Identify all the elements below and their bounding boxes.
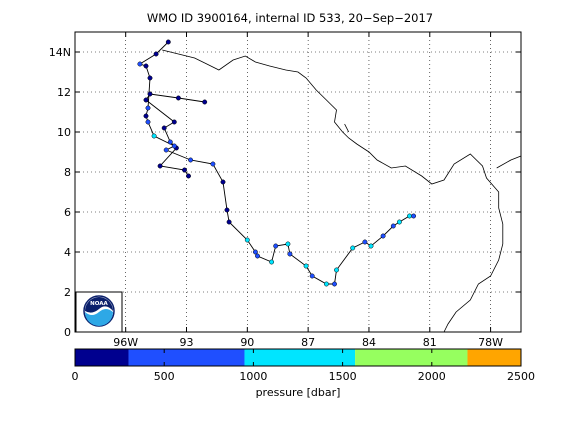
profile-point (332, 281, 337, 287)
profile-point (175, 95, 181, 101)
profile-point (255, 253, 260, 259)
colorbar-bin (244, 349, 356, 366)
profile-point (269, 259, 275, 265)
x-axis: 96W 93 90 87 84 81 78W (113, 32, 503, 349)
profile-point (145, 105, 151, 111)
profile-point (350, 245, 356, 251)
colorbar-tick-label: 500 (154, 370, 175, 383)
profile-point (186, 173, 191, 179)
profile-point (182, 167, 187, 173)
profile-point (309, 273, 315, 279)
profile-point (143, 63, 149, 69)
x-tick-label: 87 (301, 336, 315, 349)
profile-point (210, 161, 216, 167)
profile-point (362, 239, 368, 245)
coastline (162, 49, 522, 333)
profile-point (147, 91, 153, 97)
colorbar-tick-label: 1000 (239, 370, 267, 383)
profile-point (167, 139, 173, 145)
profile-point (226, 219, 232, 225)
y-tick-label: 4 (64, 246, 71, 259)
colorbar-bin (467, 349, 521, 366)
map-frame (75, 32, 521, 332)
colorbar-tick-label: 1500 (329, 370, 357, 383)
noaa-logo-text: NOAA (90, 301, 108, 307)
colorbar-frame (74, 348, 522, 367)
x-tick-label: 84 (362, 336, 376, 349)
profile-point (323, 281, 329, 287)
colorbar-tick-label: 2500 (507, 370, 535, 383)
profile-point (137, 61, 143, 67)
colorbar: 0 500 1000 1500 2000 2500 pressure [dbar] (72, 348, 535, 399)
profile-point (390, 223, 396, 229)
profile-point (143, 97, 149, 103)
profile-point (188, 157, 194, 163)
profile-point (171, 119, 177, 125)
profile-point (411, 213, 417, 219)
profile-point (147, 75, 153, 81)
profile-point (171, 143, 177, 149)
y-tick-label: 2 (64, 286, 71, 299)
profile-point (143, 113, 149, 119)
y-tick-label: 6 (64, 206, 71, 219)
profile-point (157, 163, 163, 169)
profile-point (145, 119, 151, 125)
colorbar-bin (75, 349, 129, 366)
y-tick-label: 12 (57, 86, 71, 99)
float-profiles (137, 39, 417, 287)
colorbar-label: pressure [dbar] (256, 386, 341, 399)
profile-point (303, 263, 309, 269)
profile-point (244, 237, 250, 243)
profile-point (273, 243, 279, 249)
colorbar-tick-label: 2000 (418, 370, 446, 383)
profile-point (368, 243, 374, 249)
y-axis: 0 2 4 6 8 10 12 14N (49, 46, 521, 339)
colorbar-bin (128, 349, 245, 366)
x-tick-label: 78W (478, 336, 503, 349)
y-tick-label: 0 (64, 326, 71, 339)
profile-point (165, 39, 171, 45)
profile-point (407, 213, 412, 219)
profile-point (161, 125, 167, 131)
profile-point (334, 267, 339, 273)
map-axes: 96W 93 90 87 84 81 78W 0 2 4 6 8 10 12 14N (49, 31, 522, 349)
profile-point (202, 99, 208, 105)
coastline-segment (344, 123, 350, 133)
x-tick-label: 90 (240, 336, 254, 349)
x-tick-label: 93 (180, 336, 194, 349)
y-tick-label: 10 (57, 126, 71, 139)
colorbar-bin (355, 349, 468, 366)
profile-point (380, 233, 386, 239)
coastline-segment (496, 155, 522, 169)
profile-point (224, 207, 230, 213)
map-border (74, 31, 522, 333)
chart-title: WMO ID 3900164, internal ID 533, 20−Sep−… (147, 11, 433, 25)
colorbar-tick-label: 0 (72, 370, 79, 383)
profile-point (287, 251, 293, 257)
profile-point (151, 133, 157, 139)
profile-point (220, 179, 226, 185)
noaa-logo: NOAA (75, 291, 123, 333)
profile-point (285, 241, 291, 247)
y-tick-label: 8 (64, 166, 71, 179)
x-tick-label: 96W (113, 336, 138, 349)
y-tick-label: 14N (49, 46, 71, 59)
x-tick-label: 81 (423, 336, 437, 349)
profile-point (252, 249, 258, 255)
profile-point (153, 51, 159, 57)
profile-point (396, 219, 402, 225)
profile-point (163, 147, 169, 153)
coastline-segment (162, 49, 504, 333)
